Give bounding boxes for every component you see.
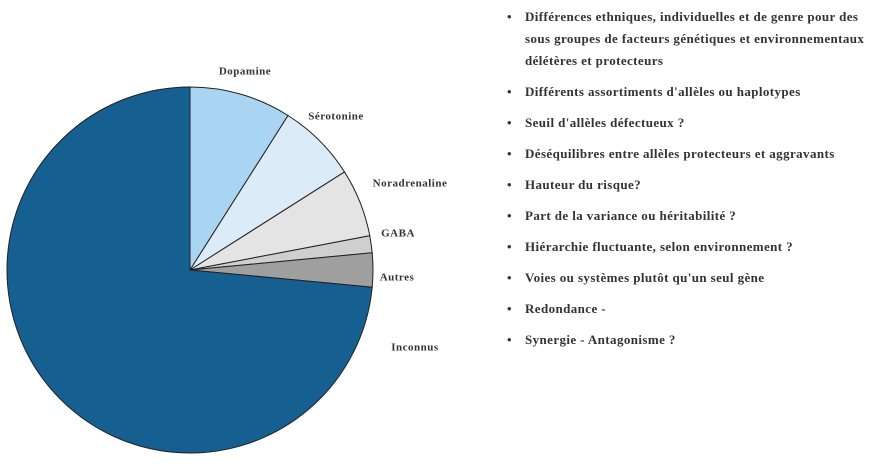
bullet-item: Seuil d'allèles défectueux ? bbox=[505, 112, 870, 134]
slice-label: Autres bbox=[380, 272, 415, 284]
bullet-item: Différents assortiments d'allèles ou hap… bbox=[505, 81, 870, 103]
slice-label: GABA bbox=[381, 228, 415, 240]
bullet-item: Déséquilibres entre allèles protecteurs … bbox=[505, 143, 870, 165]
bullet-item: Hiérarchie fluctuante, selon environneme… bbox=[505, 236, 870, 258]
slice-label: Sérotonine bbox=[308, 111, 364, 123]
pie-slice bbox=[6, 86, 373, 454]
bullet-item: Différences ethniques, individuelles et … bbox=[505, 6, 870, 72]
slice-label: Inconnus bbox=[391, 342, 439, 354]
bullet-item: Voies ou systèmes plutôt qu'un seul gène bbox=[505, 267, 870, 289]
chart: Dopamine Sérotonine Noradrenaline GABA Autre… bbox=[6, 66, 448, 454]
bullet-list: Différences ethniques, individuelles et … bbox=[505, 6, 870, 360]
bullet-item: Redondance - bbox=[505, 298, 870, 320]
bullet-item: Synergie - Antagonisme ? bbox=[505, 329, 870, 351]
bullet-item: Part de la variance ou héritabilité ? bbox=[505, 205, 870, 227]
slice-label: Noradrenaline bbox=[373, 178, 448, 190]
pie-slice bbox=[189, 86, 289, 272]
bullet-item: Hauteur du risque? bbox=[505, 174, 870, 196]
slice-label: Dopamine bbox=[219, 66, 271, 78]
